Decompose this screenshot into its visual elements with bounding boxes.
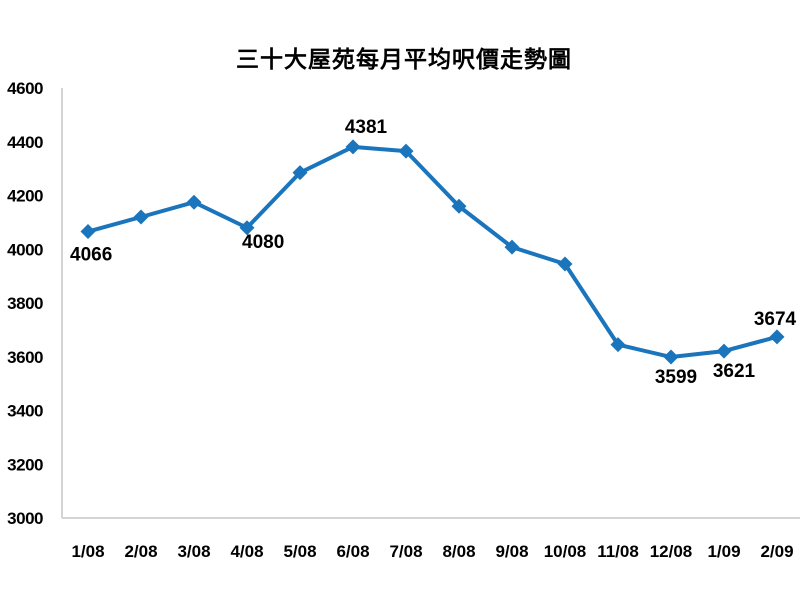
data-point-marker bbox=[133, 209, 149, 225]
data-point-marker bbox=[80, 224, 96, 240]
x-tick-label: 4/08 bbox=[230, 542, 263, 561]
data-point-marker bbox=[398, 143, 414, 159]
data-point-marker bbox=[610, 337, 626, 353]
chart-title: 三十大屋苑每月平均呎價走勢圖 bbox=[236, 46, 572, 72]
x-tick-label: 1/09 bbox=[707, 542, 740, 561]
data-point-label: 3599 bbox=[655, 367, 697, 388]
data-point-marker bbox=[769, 329, 785, 345]
y-tick-label: 3400 bbox=[7, 402, 43, 421]
x-tick-label: 2/08 bbox=[124, 542, 157, 561]
y-tick-label: 3600 bbox=[7, 348, 43, 367]
data-point-marker bbox=[239, 220, 255, 236]
y-tick-label: 4600 bbox=[7, 79, 43, 98]
data-point-label: 4066 bbox=[70, 245, 112, 266]
y-tick-label: 3200 bbox=[7, 455, 43, 474]
x-tick-label: 7/08 bbox=[389, 542, 422, 561]
series-line bbox=[86, 144, 779, 360]
x-tick-label: 2/09 bbox=[760, 542, 793, 561]
data-point-marker bbox=[292, 165, 308, 181]
x-tick-label: 10/08 bbox=[544, 542, 587, 561]
data-point-marker bbox=[557, 256, 573, 272]
data-point-marker bbox=[716, 343, 732, 359]
data-point-label: 3621 bbox=[713, 361, 756, 382]
y-tick-label: 4200 bbox=[7, 187, 43, 206]
x-tick-label: 9/08 bbox=[495, 542, 528, 561]
y-tick-label: 4400 bbox=[7, 133, 43, 152]
data-point-label: 3674 bbox=[754, 309, 797, 330]
x-tick-label: 1/08 bbox=[71, 542, 104, 561]
data-point-marker bbox=[663, 349, 679, 365]
x-tick-label: 5/08 bbox=[283, 542, 316, 561]
x-tick-label: 11/08 bbox=[597, 542, 639, 561]
data-point-marker bbox=[186, 194, 202, 210]
x-tick-label: 12/08 bbox=[650, 542, 693, 561]
x-tick-label: 8/08 bbox=[442, 542, 475, 561]
x-tick-label: 3/08 bbox=[177, 542, 210, 561]
data-point-label: 4080 bbox=[242, 232, 284, 253]
data-point-marker bbox=[504, 239, 520, 255]
data-point-marker bbox=[451, 198, 467, 214]
data-point-label: 4381 bbox=[345, 117, 388, 138]
data-point-marker bbox=[345, 139, 361, 155]
x-tick-label: 6/08 bbox=[336, 542, 369, 561]
y-tick-label: 3800 bbox=[7, 294, 43, 313]
y-tick-label: 3000 bbox=[7, 509, 43, 528]
y-tick-label: 4000 bbox=[7, 240, 43, 259]
